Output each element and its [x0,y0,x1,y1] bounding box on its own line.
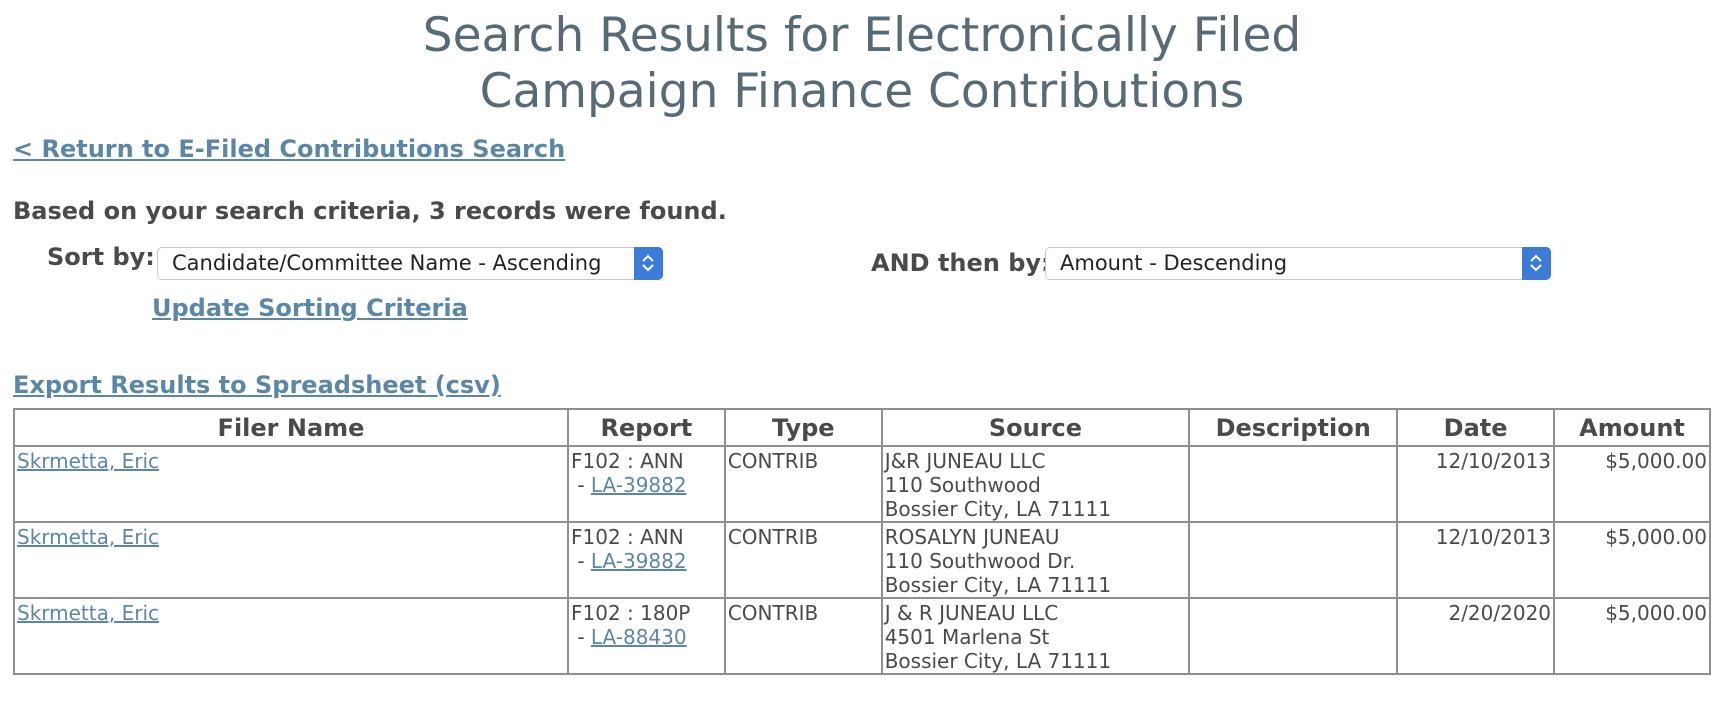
column-header-type: Type [723,408,883,447]
amount-cell: $5,000.00 [1553,597,1711,675]
filer-name-cell: Skrmetta, Eric [13,521,569,599]
date-cell: 2/20/2020 [1396,597,1556,675]
sort-by-label: Sort by: [47,243,155,271]
source-name: ROSALYN JUNEAU [884,525,1060,549]
up-down-chevron-icon [1522,247,1551,280]
source-cell: J&R JUNEAU LLC 110 Southwood Bossier Cit… [880,445,1191,523]
source-city: Bossier City, LA 71111 [884,573,1112,597]
column-header-filer-name: Filer Name [13,408,569,447]
type-cell: CONTRIB [723,521,883,599]
export-csv-link[interactable]: Export Results to Spreadsheet (csv) [13,371,501,399]
description-cell [1188,521,1399,599]
column-header-amount: Amount [1553,408,1711,447]
report-id-link[interactable]: LA-39882 [590,473,687,497]
column-header-source: Source [880,408,1191,447]
amount-cell: $5,000.00 [1553,521,1711,599]
report-id-link[interactable]: LA-39882 [590,549,687,573]
then-by-select[interactable]: Amount - Descending [1045,247,1551,280]
then-by-label: AND then by: [871,249,1051,277]
source-name: J&R JUNEAU LLC [884,449,1046,473]
return-to-search-link[interactable]: < Return to E-Filed Contributions Search [13,135,566,163]
source-street: 110 Southwood Dr. [884,549,1076,573]
description-cell [1188,445,1399,523]
table-header-row: Filer Name Report Type Source Descriptio… [13,408,1711,447]
sort-by-select-value: Candidate/Committee Name - Ascending [172,251,602,275]
sort-by-select[interactable]: Candidate/Committee Name - Ascending [157,247,663,280]
amount-cell: $5,000.00 [1553,445,1711,523]
source-street: 110 Southwood [884,473,1041,497]
date-cell: 12/10/2013 [1396,521,1556,599]
update-sorting-link[interactable]: Update Sorting Criteria [152,294,468,322]
report-id-link[interactable]: LA-88430 [590,625,687,649]
source-city: Bossier City, LA 71111 [884,649,1112,673]
report-form: F102 : ANN [570,525,684,549]
source-cell: ROSALYN JUNEAU 110 Southwood Dr. Bossier… [880,521,1191,599]
type-cell: CONTRIB [723,597,883,675]
page-title: Search Results for Electronically Filed … [0,8,1724,120]
source-city: Bossier City, LA 71111 [884,497,1112,521]
report-prefix: - [570,473,591,497]
report-prefix: - [570,625,591,649]
date-cell: 12/10/2013 [1396,445,1556,523]
report-prefix: - [570,549,591,573]
source-cell: J & R JUNEAU LLC 4501 Marlena St Bossier… [880,597,1191,675]
then-by-select-value: Amount - Descending [1060,251,1288,275]
report-cell: F102 : ANN - LA-39882 [566,445,726,523]
page-title-line1: Search Results for Electronically Filed [422,8,1302,63]
source-name: J & R JUNEAU LLC [884,601,1059,625]
table-row: Skrmetta, Eric F102 : 180P - LA-88430 CO… [13,597,1711,675]
description-cell [1188,597,1399,675]
type-cell: CONTRIB [723,445,883,523]
results-table: Filer Name Report Type Source Descriptio… [13,408,1711,675]
up-down-chevron-icon [634,247,663,280]
report-form: F102 : 180P [570,601,691,625]
report-form: F102 : ANN [570,449,684,473]
filer-name-link[interactable]: Skrmetta, Eric [17,525,160,549]
table-row: Skrmetta, Eric F102 : ANN - LA-39882 CON… [13,521,1711,599]
column-header-report: Report [566,408,726,447]
report-cell: F102 : ANN - LA-39882 [566,521,726,599]
column-header-date: Date [1396,408,1556,447]
filer-name-cell: Skrmetta, Eric [13,597,569,675]
table-row: Skrmetta, Eric F102 : ANN - LA-39882 CON… [13,445,1711,523]
filer-name-link[interactable]: Skrmetta, Eric [17,601,160,625]
filer-name-link[interactable]: Skrmetta, Eric [17,449,160,473]
filer-name-cell: Skrmetta, Eric [13,445,569,523]
source-street: 4501 Marlena St [884,625,1050,649]
column-header-description: Description [1188,408,1399,447]
page-title-line2: Campaign Finance Contributions [479,64,1245,119]
report-cell: F102 : 180P - LA-88430 [566,597,726,675]
records-found-text: Based on your search criteria, 3 records… [13,197,727,225]
